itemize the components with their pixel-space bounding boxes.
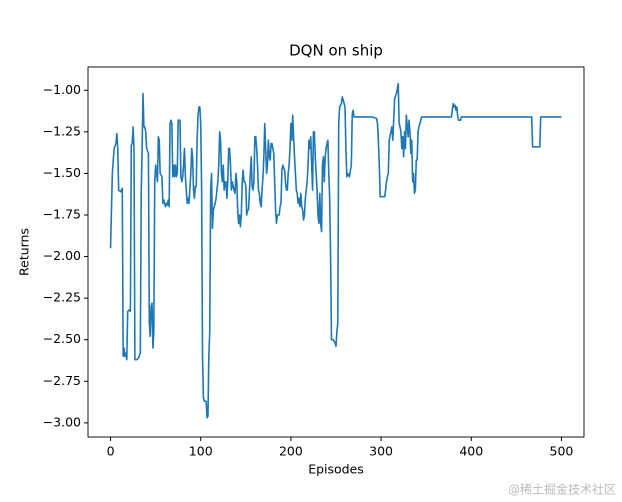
y-tick-label: −1.25 [43, 123, 81, 138]
watermark: @稀土掘金技术社区 [508, 482, 616, 497]
x-tick-label: 500 [550, 444, 574, 459]
y-tick-label: −1.75 [43, 207, 81, 222]
data-line [109, 82, 562, 419]
x-axis-label: Episodes [308, 462, 364, 477]
y-tick-label: −3.00 [43, 414, 81, 429]
x-tick-label: 300 [369, 444, 393, 459]
y-tick-label: −2.75 [43, 373, 81, 388]
y-axis-label: Returns [17, 228, 32, 276]
x-tick-label: 0 [107, 444, 115, 459]
x-tick-label: 200 [279, 444, 303, 459]
y-tick-label: −1.00 [43, 82, 81, 97]
x-tick-label: 400 [459, 444, 483, 459]
y-tick-label: −1.50 [43, 165, 81, 180]
x-tick-label: 100 [189, 444, 213, 459]
y-tick-label: −2.00 [43, 248, 81, 263]
plot-frame [87, 66, 585, 438]
y-tick-label: −2.50 [43, 331, 81, 346]
chart-title: DQN on ship [289, 42, 383, 60]
y-tick-label: −2.25 [43, 290, 81, 305]
